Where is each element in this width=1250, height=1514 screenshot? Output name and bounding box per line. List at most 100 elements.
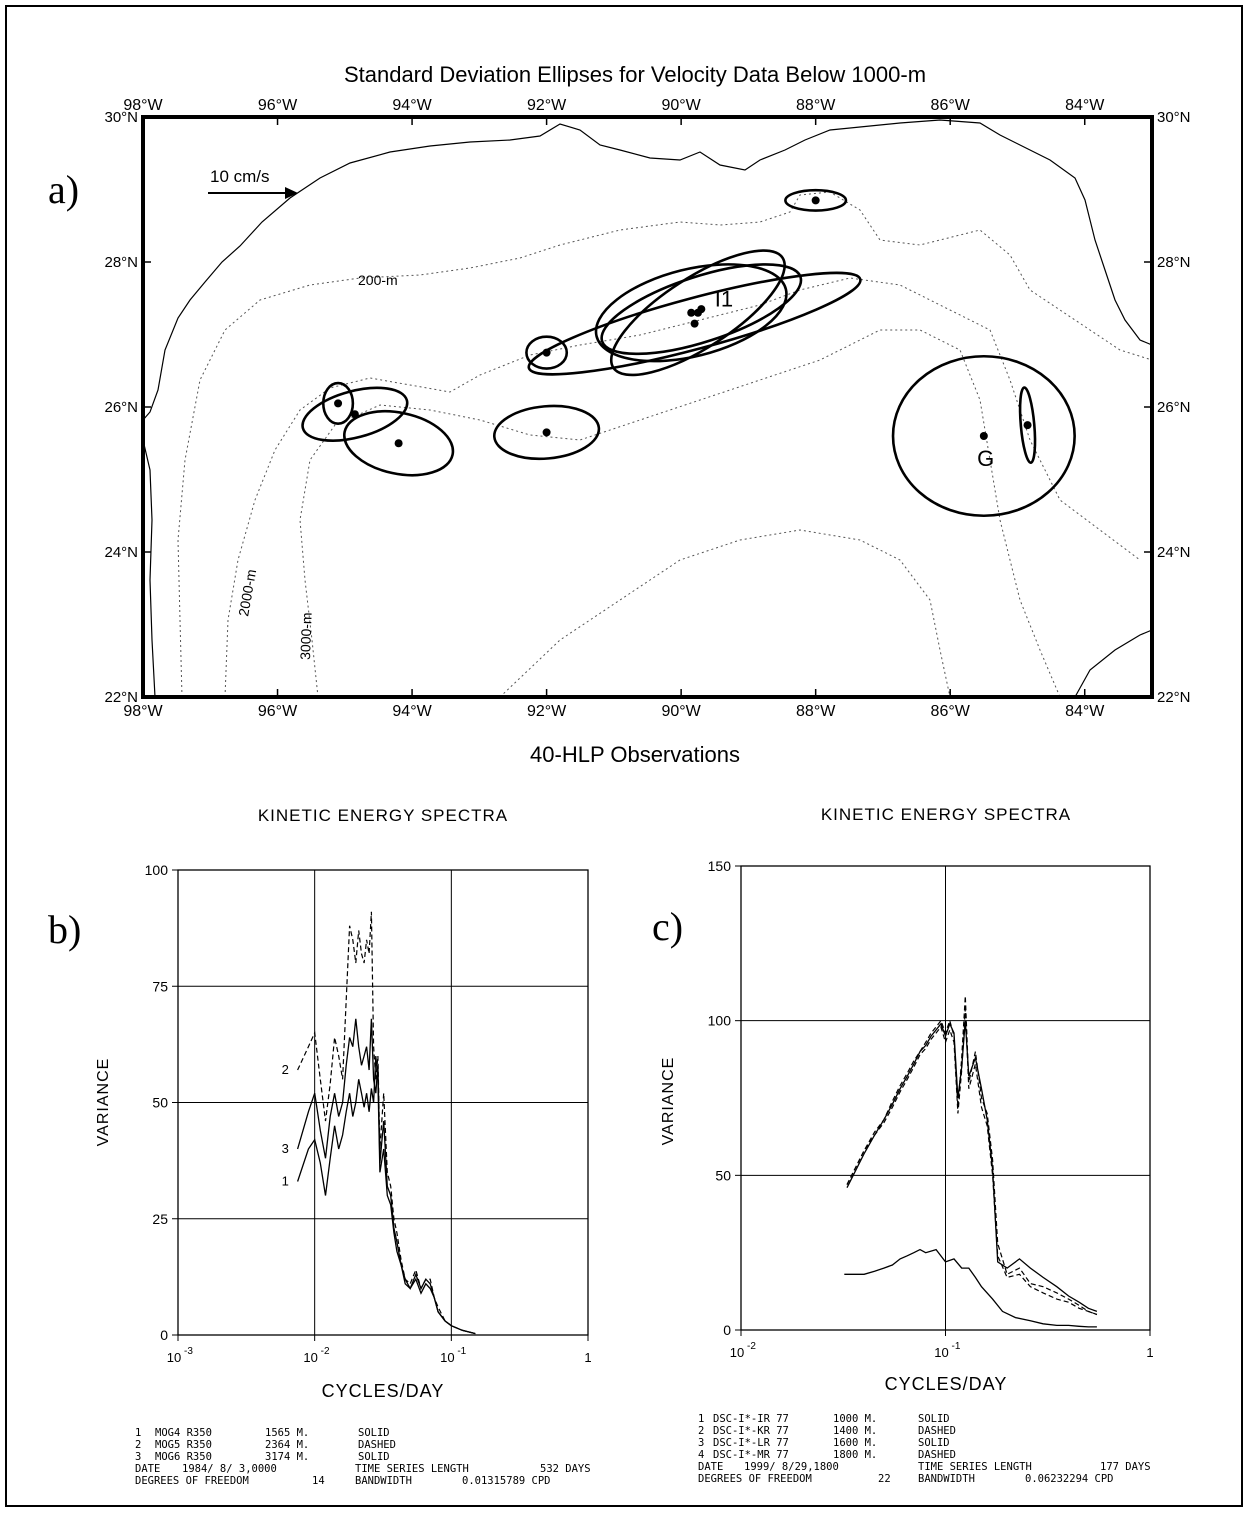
map-xtick-label-bottom: 86°W <box>931 703 971 720</box>
legend-cell: 1000 M. <box>833 1413 877 1425</box>
y-tick-label: 150 <box>708 858 732 874</box>
legend-cell: 2 <box>135 1439 141 1451</box>
map-ytick-label-left: 22°N <box>104 689 138 706</box>
y-tick-label: 0 <box>723 1322 731 1338</box>
legend-cell: DASHED <box>918 1449 956 1461</box>
series-line-4 <box>846 1008 1098 1316</box>
x-tick-exponent: -2 <box>321 1346 330 1357</box>
footer-cell: 1999/ 8/29,1800 <box>744 1461 839 1473</box>
map-ticks: 98°W 98°W 96°W 96°W 94°W 94°W 92°W 92°W 90°W 90°W… <box>104 97 1190 720</box>
curve-label: 2 <box>282 1062 289 1077</box>
station-dot <box>693 308 702 317</box>
y-tick-label: 100 <box>145 862 169 878</box>
legend-cell: 2364 M. <box>265 1439 309 1451</box>
legend-cell: MOG5 R350 <box>155 1439 212 1451</box>
footer-cell: 0.06232294 CPD <box>1025 1473 1114 1485</box>
map-title: Standard Deviation Ellipses for Velocity… <box>344 62 926 87</box>
panel-b-spectrum: KINETIC ENERGY SPECTRA b) VARIANCE 0 25 50… <box>48 806 592 1487</box>
station-dot <box>690 319 699 328</box>
footer-cell: BANDWIDTH <box>355 1475 412 1487</box>
legend-cell: 1 <box>698 1413 704 1425</box>
footer-cell: TIME SERIES LENGTH <box>355 1463 469 1475</box>
legend-cell: MOG6 R350 <box>155 1451 212 1463</box>
map-xtick-label-bottom: 92°W <box>527 703 567 720</box>
std-ellipse <box>301 386 409 442</box>
curve-label: 1 <box>282 1174 289 1189</box>
map-xtick-label-bottom: 94°W <box>392 703 432 720</box>
y-tick-label: 100 <box>708 1013 732 1029</box>
station-dot <box>542 348 551 357</box>
y-tick-label: 50 <box>715 1167 731 1183</box>
map-xtick-label-bottom: 84°W <box>1065 703 1105 720</box>
station-dot <box>811 196 820 205</box>
site-label: I1 <box>715 286 733 311</box>
legend-cell: 1600 M. <box>833 1437 877 1449</box>
y-tick-label: 25 <box>152 1211 168 1227</box>
isobath-yucatan <box>499 529 951 698</box>
legend-cell: MOG4 R350 <box>155 1427 212 1439</box>
series-line-3 <box>296 1018 476 1335</box>
std-ellipse <box>784 188 848 212</box>
isobath-2000m <box>224 277 1141 698</box>
contour-label-3000m: 3000-m <box>297 612 315 660</box>
legend-cell: 1800 M. <box>833 1449 877 1461</box>
map-ytick-label-right: 26°N <box>1157 399 1191 416</box>
legend-cell: DSC-I*-MR 77 <box>713 1449 789 1461</box>
legend-cell: 1 <box>135 1427 141 1439</box>
legend-cell: 1400 M. <box>833 1425 877 1437</box>
footer-cell: 14 <box>312 1475 325 1487</box>
x-tick-exponent: -3 <box>184 1346 193 1357</box>
x-tick-exponent: -1 <box>952 1341 961 1352</box>
panel-a-map: Standard Deviation Ellipses for Velocity… <box>48 62 1191 767</box>
x-tick-label: 10 <box>303 1350 317 1365</box>
legend-cell: DSC-I*-KR 77 <box>713 1425 789 1437</box>
panel-b-ylabel: VARIANCE <box>95 1058 112 1147</box>
y-tick-label: 0 <box>160 1327 168 1343</box>
figure-frame <box>5 5 1243 1507</box>
panel-c-title: KINETIC ENERGY SPECTRA <box>821 805 1071 824</box>
panel-b-title: KINETIC ENERGY SPECTRA <box>258 806 508 825</box>
panel-c-legend: 1 DSC-I*-IR 77 1000 M. SOLID 2 DSC-I*-KR 77 14… <box>698 1413 1151 1485</box>
legend-cell: 2 <box>698 1425 704 1437</box>
scale-arrow-head <box>285 187 298 199</box>
map-ytick-label-left: 30°N <box>104 109 138 126</box>
footer-cell: DEGREES OF FREEDOM <box>698 1473 812 1485</box>
coastline-mexico <box>142 439 156 698</box>
legend-cell: SOLID <box>358 1451 390 1463</box>
series-line-3 <box>846 1020 1098 1313</box>
map-frame <box>141 115 1154 699</box>
station-dot <box>394 439 403 448</box>
footer-cell: DATE <box>698 1461 723 1473</box>
legend-cell: DSC-I*-IR 77 <box>713 1413 789 1425</box>
map-xtick-label-top: 86°W <box>931 97 971 114</box>
map-xtick-label-bottom: 96°W <box>258 703 298 720</box>
isobath-3000m <box>299 329 1061 698</box>
legend-cell: SOLID <box>918 1437 950 1449</box>
footer-cell: DEGREES OF FREEDOM <box>135 1475 249 1487</box>
footer-cell: TIME SERIES LENGTH <box>918 1461 1032 1473</box>
map-xtick-label-top: 98°W <box>123 97 163 114</box>
contour-label-200m: 200-m <box>358 272 398 288</box>
legend-cell: 3174 M. <box>265 1451 309 1463</box>
x-tick-label: 10 <box>167 1350 181 1365</box>
station-dot <box>979 432 988 440</box>
map-xtick-label-bottom: 98°W <box>123 703 163 720</box>
x-tick-label: 10 <box>730 1345 744 1360</box>
footer-cell: 1984/ 8/ 3,0000 <box>182 1463 277 1475</box>
legend-cell: DSC-I*-LR 77 <box>713 1437 789 1449</box>
series-line-1 <box>844 1248 1097 1328</box>
std-ellipse <box>342 410 455 477</box>
footer-cell: 0.01315789 CPD <box>462 1475 551 1487</box>
station-dot <box>687 308 696 317</box>
legend-cell: 3 <box>698 1437 704 1449</box>
legend-cell: DASHED <box>918 1425 956 1437</box>
std-ellipse <box>492 404 601 461</box>
site-label: G <box>977 446 994 471</box>
map-ytick-label-right: 22°N <box>1157 689 1191 706</box>
std-ellipse <box>525 335 569 370</box>
map-plot-area: 10 cm/s 200-m 2000-m 3000-m I1 G <box>141 115 1154 699</box>
series-line-1 <box>296 1055 476 1335</box>
y-tick-label: 75 <box>152 978 168 994</box>
series-line-2 <box>297 911 476 1335</box>
